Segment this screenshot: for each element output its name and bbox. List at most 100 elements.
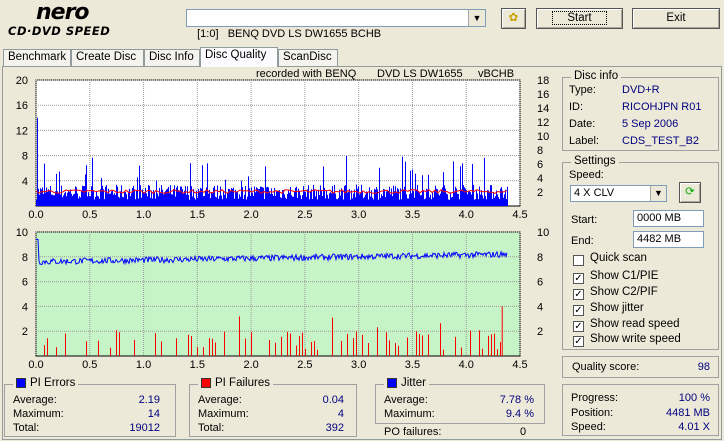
pi-errors-total-value: 19012 (129, 422, 160, 434)
x-axis-ticks: 0.0 0.5 1.0 1.5 2.0 2.5 3.0 3.5 4.0 4.5 (28, 209, 527, 221)
left-tick-label: 10 (16, 227, 28, 239)
speed-select-value: 4 X CLV (574, 187, 615, 199)
x-tick-label: 3.0 (351, 359, 366, 371)
logo-text: nero (36, 0, 90, 25)
drive-options-button[interactable]: ✿ (501, 8, 526, 29)
x-tick-label: 3.5 (405, 209, 420, 221)
jitter-maximum-label: Maximum: (384, 408, 435, 420)
tab-benchmark[interactable]: Benchmark (3, 49, 71, 66)
chevron-down-icon[interactable]: ▼ (468, 10, 485, 26)
pi-errors-chart: recorded with BENQ DVD LS DW1655 vBCHB 2… (16, 68, 550, 221)
start-button[interactable]: Start (536, 8, 623, 29)
show-read-speed-checkbox[interactable]: ✓ (573, 321, 584, 332)
x-tick-label: 0.0 (28, 359, 43, 371)
show-jitter-checkbox[interactable]: ✓ (573, 305, 584, 316)
pi-failures-group: PI Failures Average: 0.04 Maximum: 4 Tot… (189, 377, 357, 437)
show-read-speed-label: Show read speed (590, 318, 680, 330)
show-jitter-label: Show jitter (590, 302, 644, 314)
right-tick-label: 14 (537, 103, 549, 115)
pi-errors-group: PI Errors Average: 2.19 Maximum: 14 Tota… (4, 377, 176, 437)
pi-errors-maximum-value: 14 (147, 408, 160, 420)
logo-subtext: CD·DVD SPEED (8, 24, 111, 38)
left-tick-label: 8 (22, 252, 28, 264)
pi-errors-title: PI Errors (13, 377, 79, 389)
right-tick-label: 2 (537, 326, 543, 338)
x-tick-label: 4.5 (512, 209, 527, 221)
drive-select-value: [1:0] BENQ DVD LS DW1655 BCHB (197, 28, 382, 40)
pi-failures-average-label: Average: (198, 394, 242, 406)
exit-button[interactable]: Exit (632, 8, 720, 29)
quality-score-group: Quality score: 98 (562, 356, 719, 378)
jitter-maximum-value: 9.4 % (505, 408, 534, 420)
pi-failures-chart: 10 8 6 4 2 10 8 6 4 2 0.0 0.5 1.0 1.5 2.0 2.5 3.0 3.5 4.… (16, 227, 550, 371)
left-tick-label: 2 (22, 326, 28, 338)
left-axis-ticks: 10 8 6 4 2 (16, 227, 28, 338)
pi-errors-average-value: 2.19 (138, 394, 160, 406)
tab-create-disc[interactable]: Create Disc (71, 49, 144, 66)
refresh-icon: ⟳ (685, 186, 695, 198)
left-tick-label: 6 (22, 277, 28, 289)
chart-header-right: vBCHB (478, 68, 514, 80)
x-tick-label: 4.5 (512, 359, 527, 371)
disc-date-label: Date: (569, 118, 596, 130)
jitter-group: Jitter Average: 7.78 % Maximum: 9.4 % (375, 377, 545, 424)
position-value: 4481 MB (665, 407, 710, 419)
po-failures-label: PO failures: (384, 426, 442, 438)
right-tick-label: 6 (537, 277, 543, 289)
show-write-speed-checkbox[interactable]: ✓ (573, 336, 584, 347)
chevron-down-icon[interactable]: ▼ (650, 186, 666, 201)
x-tick-label: 0.5 (82, 359, 97, 371)
speed-status-value: 4.01 X (678, 421, 710, 433)
pi-failures-bars (44, 306, 503, 356)
pi-errors-maximum-label: Maximum: (13, 408, 64, 420)
pi-errors-bar (36, 117, 508, 206)
start-field[interactable]: 0000 MB (633, 210, 704, 227)
show-c1-pie-checkbox[interactable]: ✓ (573, 273, 584, 284)
chart-grid (35, 79, 521, 206)
left-tick-label: 4 (22, 301, 28, 313)
speed-select[interactable]: 4 X CLV ▼ (570, 185, 667, 202)
tab-disc-info[interactable]: Disc Info (144, 49, 200, 66)
disc-id-value: RICOHJPN R01 (622, 101, 702, 113)
end-field[interactable]: 4482 MB (633, 231, 704, 248)
right-axis-ticks: 10 8 6 4 2 (537, 227, 549, 338)
x-axis-ticks: 0.0 0.5 1.0 1.5 2.0 2.5 3.0 3.5 4.0 4.5 (28, 359, 527, 371)
pi-failures-maximum-label: Maximum: (198, 408, 249, 420)
pi-errors-total-label: Total: (13, 422, 40, 434)
refresh-button[interactable]: ⟳ (679, 182, 701, 203)
x-tick-label: 2.5 (297, 359, 312, 371)
x-tick-label: 2.5 (297, 209, 312, 221)
show-c2-pif-label: Show C2/PIF (590, 286, 658, 298)
disc-label-label: Label: (569, 135, 599, 147)
start-label: Start: (571, 214, 598, 226)
speed-status-label: Speed: (571, 421, 606, 433)
chart-grid (35, 231, 521, 356)
right-axis-ticks: 18 16 14 12 10 8 6 4 2 (537, 75, 549, 199)
quick-scan-label: Quick scan (590, 252, 647, 264)
show-c2-pif-checkbox[interactable]: ✓ (573, 289, 584, 300)
pi-failures-total-label: Total: (198, 422, 225, 434)
end-label: End: (571, 235, 594, 247)
settings-title: Settings (571, 155, 619, 167)
right-tick-label: 4 (537, 301, 543, 313)
x-tick-label: 1.0 (136, 359, 151, 371)
disc-label-value: CDS_TEST_B2 (622, 135, 700, 147)
right-tick-label: 4 (537, 173, 543, 185)
right-tick-label: 10 (537, 227, 549, 239)
jitter-average-value: 7.78 % (499, 394, 534, 406)
quick-scan-checkbox[interactable] (573, 255, 584, 266)
disc-info-title: Disc info (571, 70, 622, 82)
progress-group: Progress: 100 % Position: 4481 MB Speed:… (562, 384, 719, 436)
quality-score-value: 98 (697, 361, 710, 373)
x-tick-label: 1.5 (190, 359, 205, 371)
left-tick-label: 4 (22, 176, 28, 188)
pi-failures-total-value: 392 (325, 422, 344, 434)
tab-disc-quality[interactable]: Disc Quality (200, 47, 278, 67)
tab-scandisc[interactable]: ScanDisc (278, 49, 338, 66)
jitter-average-label: Average: (384, 394, 428, 406)
right-tick-label: 18 (537, 75, 549, 87)
disc-type-label: Type: (569, 84, 596, 96)
start-button-label: Start (552, 11, 607, 25)
disc-info-group: Disc info Type: DVD+R ID: RICOHJPN R01 D… (562, 70, 719, 151)
drive-select[interactable]: [1:0] BENQ DVD LS DW1655 BCHB ▼ (186, 9, 486, 40)
